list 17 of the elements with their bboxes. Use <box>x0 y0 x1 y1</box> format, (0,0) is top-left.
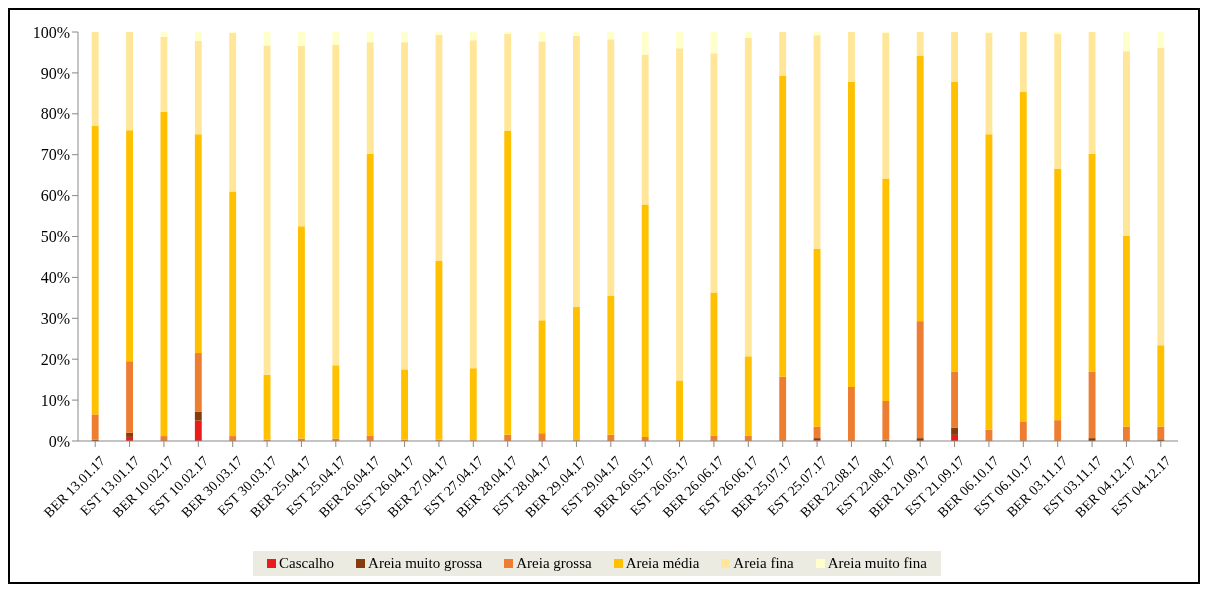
y-tick-label: 20% <box>40 350 70 368</box>
y-tick-label: 100% <box>32 23 70 41</box>
y-tick-label: 70% <box>40 146 70 164</box>
legend-label: Areia grossa <box>516 555 592 572</box>
y-tick-label: 80% <box>40 105 70 123</box>
legend-label: Areia muito grossa <box>368 555 483 572</box>
legend-label: Areia fina <box>733 555 794 572</box>
y-tick-label: 90% <box>40 64 70 82</box>
y-tick-label: 60% <box>40 187 70 205</box>
legend-label: Areia média <box>625 555 700 572</box>
y-tick-label: 50% <box>40 228 70 246</box>
y-tick-label: 30% <box>40 309 70 327</box>
y-tick-label: 0% <box>48 432 70 450</box>
y-tick-label: 10% <box>40 391 70 409</box>
legend-label: Cascalho <box>279 555 335 572</box>
y-tick-label: 40% <box>40 269 70 287</box>
legend-label: Areia muito fina <box>827 555 927 572</box>
